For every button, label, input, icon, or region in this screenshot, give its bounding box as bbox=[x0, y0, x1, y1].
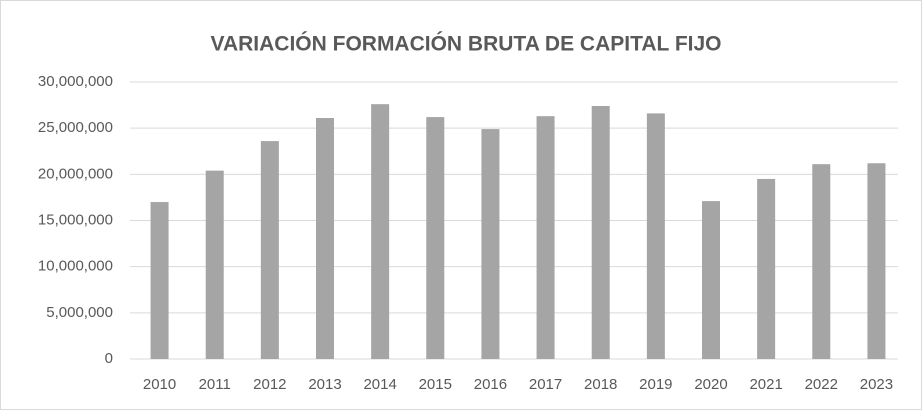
x-tick-label: 2018 bbox=[584, 376, 617, 393]
bar bbox=[646, 113, 665, 359]
y-tick-label: 0 bbox=[105, 350, 113, 367]
bar bbox=[150, 202, 169, 359]
bar bbox=[371, 104, 390, 359]
x-tick-label: 2011 bbox=[199, 376, 231, 393]
bar bbox=[812, 164, 831, 359]
x-tick-label: 2014 bbox=[363, 376, 396, 393]
x-tick-label: 2015 bbox=[419, 376, 452, 393]
x-tick-label: 2019 bbox=[639, 376, 672, 393]
chart-title: VARIACIÓN FORMACIÓN BRUTA DE CAPITAL FIJ… bbox=[211, 32, 722, 56]
x-tick-label: 2021 bbox=[749, 376, 782, 393]
y-tick-label: 10,000,000 bbox=[38, 258, 113, 275]
bar bbox=[205, 170, 224, 359]
y-tick-label: 15,000,000 bbox=[38, 211, 113, 228]
bar bbox=[316, 118, 334, 359]
bar bbox=[757, 178, 776, 359]
bar bbox=[426, 117, 445, 359]
y-tick-label: 25,000,000 bbox=[38, 119, 113, 136]
x-tick-label: 2013 bbox=[308, 376, 341, 393]
y-tick-label: 5,000,000 bbox=[46, 304, 113, 321]
bar bbox=[867, 163, 886, 359]
x-tick-label: 2022 bbox=[805, 376, 838, 393]
y-tick-label: 30,000,000 bbox=[38, 73, 113, 90]
x-tick-label: 2016 bbox=[474, 376, 507, 393]
bar bbox=[702, 201, 720, 359]
bar bbox=[591, 106, 610, 359]
x-tick-label: 2020 bbox=[694, 376, 727, 393]
x-tick-label: 2017 bbox=[529, 376, 562, 393]
x-tick-label: 2010 bbox=[143, 376, 176, 393]
y-tick-label: 20,000,000 bbox=[38, 165, 113, 182]
x-tick-label: 2012 bbox=[253, 376, 286, 393]
bar bbox=[260, 141, 279, 359]
bar bbox=[481, 129, 500, 359]
x-tick-label: 2023 bbox=[860, 376, 893, 393]
bar bbox=[536, 116, 555, 359]
